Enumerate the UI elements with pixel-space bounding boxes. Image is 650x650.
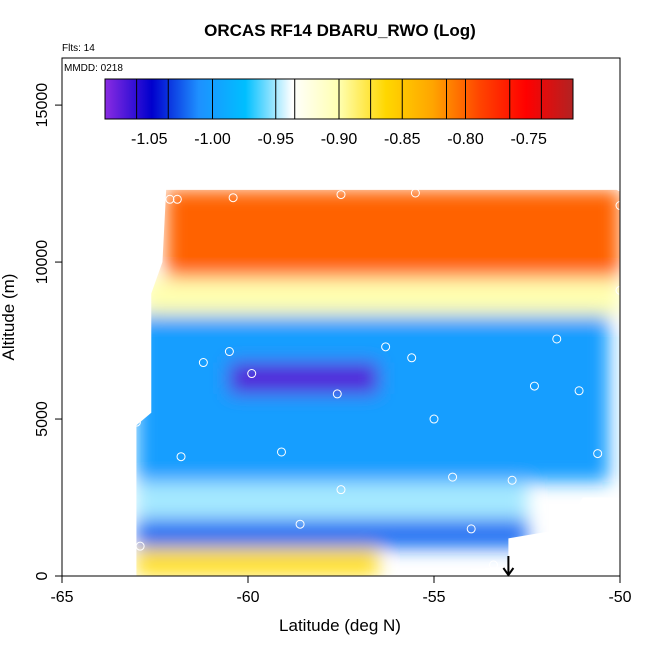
x-tick-label: -55	[422, 589, 445, 606]
data-point	[276, 447, 286, 457]
colorbar-tick-label: -0.85	[384, 131, 421, 148]
y-axis: 0 5000 10000 15000	[34, 83, 62, 580]
data-point	[489, 560, 499, 570]
latitude-marker-arrow	[502, 556, 515, 577]
colorbar-tick-label: -0.75	[510, 131, 547, 148]
region-mid-blue	[136, 315, 609, 482]
colorbar-tick-label: -0.95	[258, 131, 295, 148]
data-point	[552, 334, 562, 344]
x-tick-label: -65	[50, 589, 73, 606]
x-tick-label: -50	[608, 589, 631, 606]
data-point	[295, 519, 305, 529]
y-axis-label: Altitude (m)	[0, 274, 18, 361]
data-point	[574, 386, 584, 396]
plot-area	[61, 57, 625, 577]
colorbar: -1.05 -1.00 -0.95 -0.90 -0.85 -0.80 -0.75	[104, 78, 574, 148]
data-point	[407, 353, 417, 363]
data-point	[381, 342, 391, 352]
heatmap-fields	[136, 189, 620, 576]
heatmap-layer	[62, 58, 620, 576]
plot-frame	[61, 57, 621, 577]
colorbar-tick-labels: -1.05 -1.00 -0.95 -0.90 -0.85 -0.80 -0.75	[131, 131, 547, 148]
region-lower-blue	[136, 519, 527, 548]
data-point	[448, 472, 458, 482]
y-tick-label: 10000	[34, 240, 51, 285]
data-point	[131, 417, 141, 427]
data-point	[176, 452, 186, 462]
colorbar-tick-label: -0.80	[447, 131, 484, 148]
data-point	[224, 347, 234, 357]
arrow-head	[502, 567, 515, 577]
chart-title: ORCAS RF14 DBARU_RWO (Log)	[204, 21, 476, 40]
colorbar-tick-label: -1.05	[131, 131, 168, 148]
data-point	[336, 190, 346, 200]
data-point	[507, 475, 517, 485]
data-point	[228, 193, 238, 203]
x-axis: -65 -60 -55 -50	[50, 576, 632, 606]
colorbar-tick-label: -0.90	[321, 131, 358, 148]
data-point	[247, 369, 257, 379]
data-point	[429, 414, 439, 424]
data-point	[198, 358, 208, 368]
region-low-light	[136, 481, 527, 520]
data-point	[172, 194, 182, 204]
colorbar-dividers	[136, 79, 542, 119]
data-point	[410, 188, 420, 198]
data-point	[135, 541, 145, 551]
data-point	[529, 381, 539, 391]
x-axis-label: Latitude (deg N)	[279, 616, 401, 635]
unsampled-mask	[62, 58, 620, 576]
region-upper-warm	[166, 189, 620, 278]
y-tick-label: 0	[34, 571, 51, 580]
data-point	[466, 524, 476, 534]
y-tick-label: 5000	[34, 401, 51, 437]
colorbar-tick-label: -1.00	[194, 131, 231, 148]
flights-annotation: Flts: 14	[62, 43, 95, 54]
data-point	[165, 194, 175, 204]
data-point	[593, 449, 603, 459]
data-point	[332, 389, 342, 399]
x-tick-label: -60	[236, 589, 259, 606]
region-surface-yellow	[136, 547, 379, 576]
data-points	[131, 182, 625, 570]
y-tick-label: 15000	[34, 83, 51, 128]
data-point	[336, 485, 346, 495]
date-annotation: MMDD: 0218	[64, 63, 123, 74]
region-transition	[143, 277, 620, 316]
region-deep-core	[229, 362, 379, 394]
